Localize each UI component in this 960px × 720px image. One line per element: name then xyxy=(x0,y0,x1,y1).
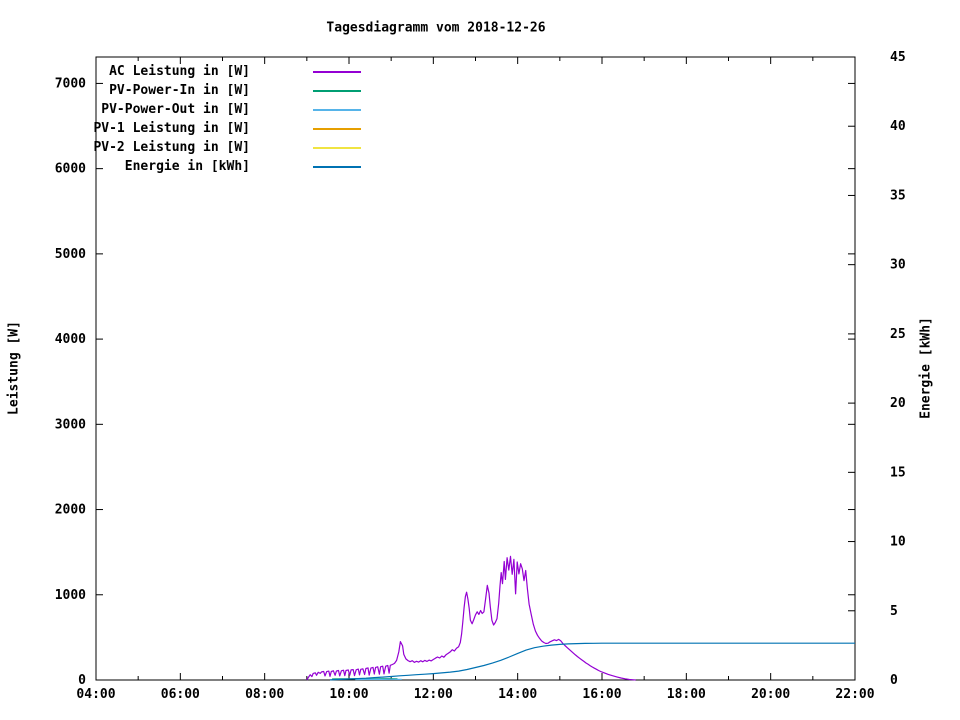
legend-line-sample xyxy=(313,146,361,149)
y1-tick-label: 4000 xyxy=(55,332,86,347)
x-tick-label: 08:00 xyxy=(245,687,284,702)
legend-line-sample xyxy=(313,108,361,111)
legend-item: PV-Power-Out in [W] xyxy=(0,100,361,119)
y2-tick-label: 45 xyxy=(890,50,906,65)
y1-tick-label: 5000 xyxy=(55,247,86,262)
legend-label: PV-Power-Out in [W] xyxy=(101,102,250,117)
y1-tick-label: 1000 xyxy=(55,588,86,603)
y2-tick-label: 0 xyxy=(890,673,898,688)
x-tick-label: 12:00 xyxy=(414,687,453,702)
x-tick-label: 20:00 xyxy=(751,687,790,702)
legend-item: AC Leistung in [W] xyxy=(0,62,361,81)
legend-label: PV-Power-In in [W] xyxy=(109,83,250,98)
legend-label: PV-1 Leistung in [W] xyxy=(93,121,250,136)
y2-tick-label: 15 xyxy=(890,465,906,480)
x-tick-label: 06:00 xyxy=(161,687,200,702)
y2-tick-label: 30 xyxy=(890,258,906,273)
x-tick-label: 22:00 xyxy=(835,687,874,702)
chart-title: Tagesdiagramm vom 2018-12-26 xyxy=(326,20,546,36)
y2-tick-label: 5 xyxy=(890,604,898,619)
legend-item: PV-1 Leistung in [W] xyxy=(0,119,361,138)
x-tick-label: 16:00 xyxy=(582,687,621,702)
x-tick-label: 04:00 xyxy=(76,687,115,702)
x-tick-label: 18:00 xyxy=(667,687,706,702)
y1-axis-title: Leistung [W] xyxy=(6,321,22,415)
legend-item: PV-Power-In in [W] xyxy=(0,81,361,100)
legend-line-sample xyxy=(313,127,361,130)
x-tick-label: 14:00 xyxy=(498,687,537,702)
legend-line-sample xyxy=(313,70,361,73)
legend-line-sample xyxy=(313,89,361,92)
legend-label: AC Leistung in [W] xyxy=(109,64,250,79)
y1-tick-label: 0 xyxy=(78,673,86,688)
y1-tick-label: 6000 xyxy=(55,162,86,177)
legend-label: Energie in [kWh] xyxy=(124,159,250,174)
legend-item: PV-2 Leistung in [W] xyxy=(0,138,361,157)
y2-tick-label: 25 xyxy=(890,327,906,342)
legend-item: Energie in [kWh] xyxy=(0,157,361,176)
y2-tick-label: 35 xyxy=(890,188,906,203)
y1-tick-label: 3000 xyxy=(55,417,86,432)
y2-tick-label: 40 xyxy=(890,119,906,134)
legend-label: PV-2 Leistung in [W] xyxy=(93,140,250,155)
y2-tick-label: 20 xyxy=(890,396,906,411)
legend: AC Leistung in [W] PV-Power-In in [W] PV… xyxy=(0,62,361,176)
series-ac-leistung xyxy=(306,555,636,681)
legend-line-sample xyxy=(313,165,361,168)
y1-tick-label: 2000 xyxy=(55,503,86,518)
y2-tick-label: 10 xyxy=(890,535,906,550)
series-energie xyxy=(329,642,855,681)
y1-tick-label: 7000 xyxy=(55,76,86,91)
x-tick-label: 10:00 xyxy=(329,687,368,702)
y2-axis-title: Energie [kWh] xyxy=(918,317,934,419)
